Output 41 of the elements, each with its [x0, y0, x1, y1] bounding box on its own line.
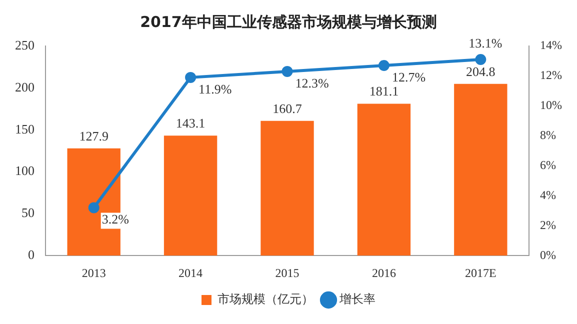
y2-tick-label: 14% [540, 38, 562, 52]
bar [260, 120, 314, 256]
x-tick-label: 2016 [372, 266, 396, 280]
y2-tick-label: 2% [540, 218, 556, 232]
x-tick-label: 2017E [464, 266, 496, 280]
data-label: 181.1 [369, 84, 399, 99]
y-tick-label: 100 [15, 163, 34, 178]
point [185, 72, 196, 83]
point [88, 202, 100, 214]
data-label: 3.2% [102, 212, 130, 227]
data-label: 204.8 [466, 64, 496, 79]
x-tick-label: 2013 [82, 266, 106, 280]
point [282, 66, 293, 77]
bar [357, 104, 411, 256]
y2-tick-label: 4% [540, 188, 556, 202]
y-tick-label: 200 [15, 79, 34, 94]
y2-tick-label: 8% [540, 128, 556, 142]
y2-tick-label: 6% [540, 158, 556, 172]
data-label: 12.3% [295, 75, 329, 90]
point [475, 54, 486, 65]
y-tick-label: 250 [15, 37, 34, 52]
x-tick-label: 2015 [275, 266, 300, 280]
legend-label: 市场规模（亿元） [218, 292, 314, 306]
point [378, 60, 390, 71]
data-label: 127.9 [79, 128, 108, 144]
y2-tick-label: 12% [540, 68, 562, 82]
x-tick-label: 2014 [178, 266, 203, 280]
y2-tick-label: 0% [540, 248, 556, 262]
y-tick-label: 50 [22, 205, 34, 220]
chart-title: 2017年中国工业传感器市场规模与增长预测 [140, 12, 437, 31]
y2-tick-label: 10% [540, 98, 562, 112]
data-label: 143.1 [176, 116, 206, 131]
data-label: 12.7% [392, 69, 426, 84]
bar [454, 84, 508, 256]
data-label: 160.7 [272, 100, 302, 116]
y-tick-label: 150 [15, 121, 34, 136]
bar [164, 136, 218, 256]
data-label: 13.1% [468, 35, 502, 50]
data-label: 11.9% [198, 81, 232, 96]
legend-label: 增长率 [338, 292, 376, 306]
y-tick-label: 0 [28, 247, 34, 262]
